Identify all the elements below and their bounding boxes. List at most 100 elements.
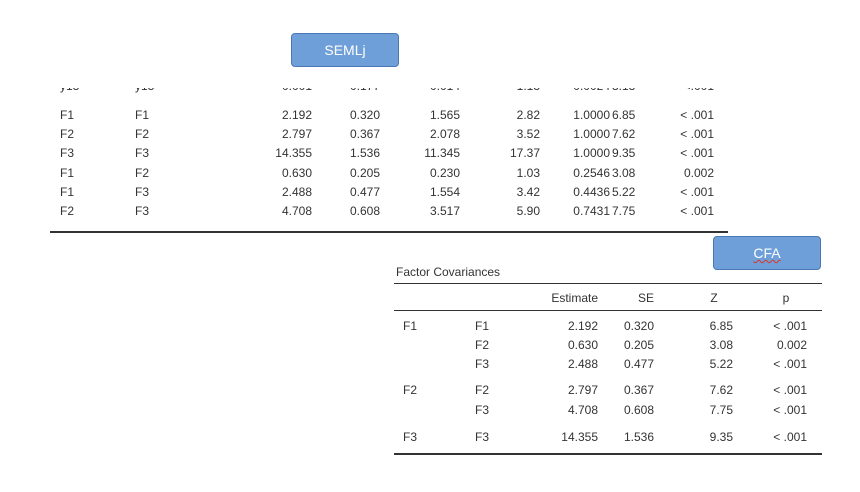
estimates-table-partial: y13 y13 0.001 0.177 0.014 1.13 0.00243.13 <.001… bbox=[50, 88, 728, 234]
cov-cell-se: 0.205 bbox=[623, 338, 654, 352]
cov-table-bottom-rule bbox=[394, 453, 822, 455]
cell-lower: 1.554 bbox=[429, 185, 460, 199]
header-top-rule bbox=[394, 283, 822, 284]
cfa-button-label: CFA bbox=[753, 245, 781, 261]
cell-rhs: y13 bbox=[135, 88, 154, 96]
cell-upper: 3.42 bbox=[516, 185, 540, 199]
cell-upper: 2.82 bbox=[516, 108, 540, 122]
table-row: F1 F3 2.488 0.477 1.554 3.42 0.4436 5.22 < .001 bbox=[50, 183, 728, 202]
table-bottom-rule bbox=[50, 231, 728, 233]
header-estimate: Estimate bbox=[551, 291, 598, 305]
cov-cell-est: 14.355 bbox=[561, 430, 598, 444]
cov-cell-se: 0.320 bbox=[623, 319, 654, 333]
cell-est: 2.797 bbox=[281, 127, 312, 141]
cell-upper: 17.37 bbox=[509, 146, 540, 160]
cov-cell-f1: F2 bbox=[403, 383, 418, 397]
cov-cell-f1: F1 bbox=[403, 319, 418, 333]
cov-cell-est: 0.630 bbox=[567, 338, 598, 352]
header-z: Z bbox=[710, 291, 718, 305]
cov-cell-z: 6.85 bbox=[709, 319, 733, 333]
cov-cell-p: < .001 bbox=[773, 403, 807, 417]
cell-est: 0.001 bbox=[282, 88, 312, 96]
cell-est: 4.708 bbox=[281, 204, 312, 218]
cell-p: <.001 bbox=[684, 88, 714, 96]
cov-cell-z: 7.62 bbox=[709, 383, 733, 397]
cov-cell-est: 2.488 bbox=[567, 357, 598, 371]
table-row: F1 F1 2.192 0.320 1.565 2.82 1.0000 6.85 < .001 bbox=[50, 106, 728, 125]
cov-cell-z: 5.22 bbox=[709, 357, 733, 371]
header-p: p bbox=[782, 291, 790, 305]
cell-p: < .001 bbox=[680, 146, 714, 160]
cov-cell-p: 0.002 bbox=[776, 338, 807, 352]
cov-cell-f2: F3 bbox=[475, 430, 490, 444]
cell-z: 3.13 bbox=[612, 88, 635, 96]
cell-lhs: F1 bbox=[60, 185, 75, 199]
semlj-button[interactable]: SEMLj bbox=[291, 33, 399, 67]
cell-lhs: F2 bbox=[60, 127, 75, 141]
cell-z: 3.08 bbox=[612, 166, 636, 180]
cell-rhs: F2 bbox=[135, 127, 150, 141]
cov-cell-f2: F2 bbox=[475, 383, 490, 397]
cov-cell-f2: F3 bbox=[475, 403, 490, 417]
cell-est: 0.630 bbox=[281, 166, 312, 180]
cov-cell-p: < .001 bbox=[773, 430, 807, 444]
cell-upper: 1.03 bbox=[516, 166, 540, 180]
cell-upper: 5.90 bbox=[516, 204, 540, 218]
cov-cell-est: 4.708 bbox=[567, 403, 598, 417]
cov-cell-est: 2.192 bbox=[567, 319, 598, 333]
cov-cell-f2: F1 bbox=[475, 319, 490, 333]
cell-lower: 2.078 bbox=[429, 127, 460, 141]
cell-se: 0.477 bbox=[349, 185, 380, 199]
cell-rhs: F1 bbox=[135, 108, 150, 122]
cell-rhs: F2 bbox=[135, 166, 150, 180]
cell-lhs: F1 bbox=[60, 108, 75, 122]
cell-std: 1.0000 bbox=[573, 127, 610, 141]
cell-rhs: F3 bbox=[135, 185, 150, 199]
cov-cell-p: < .001 bbox=[773, 383, 807, 397]
header-bottom-rule bbox=[394, 310, 822, 311]
cell-lhs: F3 bbox=[60, 146, 75, 160]
cell-se: 0.320 bbox=[349, 108, 380, 122]
cov-cell-se: 1.536 bbox=[623, 430, 654, 444]
semlj-button-label: SEMLj bbox=[324, 42, 366, 58]
cell-p: < .001 bbox=[680, 185, 714, 199]
cell-std: 1.0000 bbox=[573, 108, 610, 122]
cov-cell-z: 9.35 bbox=[709, 430, 733, 444]
cov-cell-z: 7.75 bbox=[709, 403, 733, 417]
cov-cell-se: 0.367 bbox=[623, 383, 654, 397]
cell-p: < .001 bbox=[680, 204, 714, 218]
cell-lower: 1.565 bbox=[429, 108, 460, 122]
cell-z: 7.62 bbox=[612, 127, 636, 141]
cfa-button[interactable]: CFA bbox=[713, 236, 821, 270]
cell-se: 0.367 bbox=[349, 127, 380, 141]
cov-cell-se: 0.608 bbox=[623, 403, 654, 417]
cell-se: 0.608 bbox=[349, 204, 380, 218]
cell-p: < .001 bbox=[680, 127, 714, 141]
cell-est: 14.355 bbox=[275, 146, 312, 160]
cell-z: 7.75 bbox=[612, 204, 636, 218]
cell-lower: 11.345 bbox=[424, 146, 460, 160]
cov-cell-p: < .001 bbox=[773, 319, 807, 333]
table-row: F2 F3 4.708 0.608 3.517 5.90 0.7431 7.75 < .001 bbox=[50, 202, 728, 221]
cell-z: 6.85 bbox=[612, 108, 636, 122]
cell-z: 5.22 bbox=[612, 185, 636, 199]
cell-std: 0.7431 bbox=[573, 204, 610, 218]
cell-std: 0.4436 bbox=[573, 185, 610, 199]
cell-upper: 1.13 bbox=[517, 88, 540, 96]
cell-se: 1.536 bbox=[349, 146, 380, 160]
cov-cell-z: 3.08 bbox=[709, 338, 733, 352]
cell-est: 2.192 bbox=[281, 108, 312, 122]
cell-p: 0.002 bbox=[683, 166, 714, 180]
cell-upper: 3.52 bbox=[516, 127, 540, 141]
factor-covariances-title: Factor Covariances bbox=[396, 265, 501, 279]
cell-std: 0.2546 bbox=[573, 166, 610, 180]
cell-lhs: y13 bbox=[60, 88, 79, 96]
cell-std: 0.0024 bbox=[573, 88, 610, 96]
cov-cell-f2: F3 bbox=[475, 357, 490, 371]
table-row: F3 F3 14.355 1.536 11.345 17.37 1.0000 9.35 < .0… bbox=[50, 144, 728, 163]
cov-cell-est: 2.797 bbox=[567, 383, 598, 397]
cell-lower: 0.230 bbox=[429, 166, 460, 180]
cell-se: 0.177 bbox=[350, 88, 380, 96]
cell-rhs: F3 bbox=[135, 146, 150, 160]
table-row: y13 y13 0.001 0.177 0.014 1.13 0.00243.13 <.001 bbox=[50, 88, 728, 96]
